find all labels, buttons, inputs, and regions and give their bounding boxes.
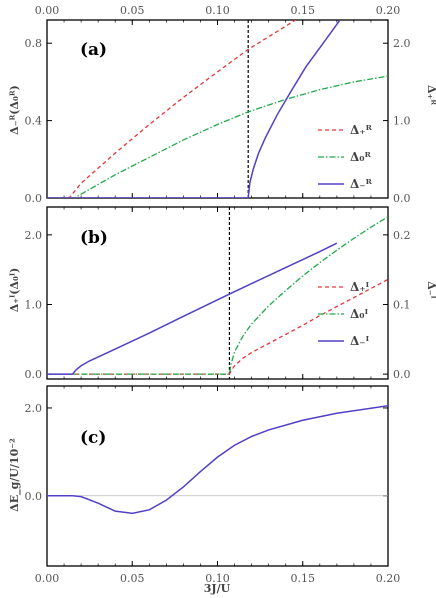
panel-c-x-tick-label: 0.10 [205, 572, 230, 585]
panel-a-ylabel-left: Δ₋ᴿ(Δ₀ᴿ) [8, 85, 21, 135]
panel-c-ytick-label-left: 2.0 [25, 402, 43, 415]
panel-c-x-tick-label: 0.00 [35, 572, 60, 585]
panel-c-marks: 0.00 0.05 0.10 0.15 0.20 0.0 2.0 [25, 386, 401, 585]
panel-a-ytick-label-right: 2.0 [393, 37, 411, 50]
panel-a-top-tick-label: 0.15 [291, 4, 316, 17]
panel-b-ytick-label-left: 0.0 [25, 368, 43, 381]
panel-a-ytick-label-right: 1.0 [393, 115, 411, 128]
panel-a-label: (a) [80, 40, 107, 60]
panel-c-x-tick-label: 0.20 [376, 572, 401, 585]
panel-a-ytick-label-left: 0.0 [25, 192, 43, 205]
panel-a-legend-label: Δ₋ᴿ [350, 177, 373, 191]
panel-a-series-line-3 [47, 20, 341, 198]
panel-b-legend-label: Δ₀ᴵ [350, 307, 369, 321]
panel-a-top-tick-label: 0.05 [120, 4, 145, 17]
panel-a-ytick-label-right: 0.0 [393, 192, 411, 205]
panel-c-label: (c) [80, 428, 106, 448]
panel-b-label: (b) [80, 228, 108, 248]
panel-b-ylabel-right: Δ₋ᴵ [425, 281, 436, 299]
panel-b-marks: 0.0 1.0 2.0 0.0 0.1 0.2 Δ₊ᴵ Δ₀ᴵ Δ₋ᴵ [25, 207, 411, 381]
panel-c: 0.00 0.05 0.10 0.15 0.20 0.0 2.0 (c) ΔE_g/U/10… [8, 385, 401, 595]
panel-a-top-tick-label: 0.00 [35, 4, 60, 17]
panel-a-ylabel-right: Δ₊ᴿ [425, 85, 436, 105]
panel-b-legend-label: Δ₋ᴵ [350, 334, 370, 348]
panel-b-series-line-1 [47, 278, 388, 375]
panel-c-ytick-label-left: 0.0 [25, 490, 43, 503]
panel-b-ytick-label-right: 0.1 [393, 298, 411, 311]
panel-a-legend-label: Δ₀ᴿ [350, 150, 372, 164]
panel-c-xlabel: 3J/U [204, 582, 231, 595]
panel-a-top-tick-label: 0.20 [376, 4, 401, 17]
panel-b-series-line-3 [47, 242, 338, 375]
panel-a-series-line-2 [47, 75, 388, 198]
panel-b-ytick-label-right: 0.0 [393, 368, 411, 381]
panel-a-series-group [47, 20, 388, 198]
panel-b-series-group [47, 216, 388, 375]
panel-b-ylabel-left: Δ₊ᴵ(Δ₀ᴵ) [8, 268, 21, 313]
panel-c-series-line-1 [47, 405, 388, 515]
panel-b-ytick-label-left: 1.0 [25, 298, 43, 311]
panel-c-series-group [47, 405, 388, 515]
panel-a-legend-label: Δ₊ᴿ [350, 123, 373, 137]
panel-a: 0.00 0.05 0.10 0.15 0.20 0.0 0.4 0.8 0.0 1.0 2.0 Δ₊… [8, 4, 436, 205]
panel-b-ytick-label-left: 2.0 [25, 229, 43, 242]
panel-a-marks: 0.00 0.05 0.10 0.15 0.20 0.0 0.4 0.8 0.0 1.0 2.0 Δ₊… [25, 4, 411, 205]
panel-a-ytick-label-left: 0.8 [25, 37, 43, 50]
panel-b: 0.0 1.0 2.0 0.0 0.1 0.2 Δ₊ᴵ Δ₀ᴵ Δ₋ᴵ (b) Δ₊ᴵ(Δ₀ᴵ)… [8, 206, 436, 381]
panel-b-ytick-label-right: 0.2 [393, 229, 411, 242]
panel-b-series-line-2 [47, 216, 388, 375]
panel-b-legend-label: Δ₊ᴵ [350, 280, 370, 294]
panel-a-series-line-1 [47, 20, 297, 198]
panel-a-ytick-label-left: 0.4 [25, 115, 43, 128]
panel-c-x-tick-label: 0.05 [120, 572, 145, 585]
panel-a-top-tick-label: 0.10 [205, 4, 230, 17]
panel-c-ylabel: ΔE_g/U/10⁻² [8, 438, 22, 512]
panel-c-x-tick-label: 0.15 [291, 572, 316, 585]
